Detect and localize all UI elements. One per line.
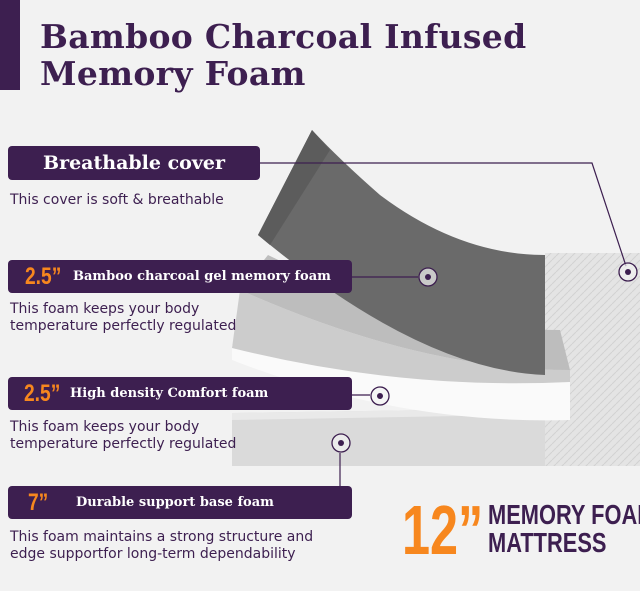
top-foam-layer: [258, 130, 545, 375]
layer-label-comfort-foam: 2.5” High density Comfort foam: [8, 377, 352, 410]
layer-description-comfort-foam: This foam keeps your body temperature per…: [10, 419, 237, 452]
layer-label-memory-foam: 2.5” Bamboo charcoal gel memory foam: [8, 260, 352, 293]
mattress-size: 12”: [402, 491, 484, 569]
accent-strip: [0, 0, 20, 90]
layer-description-cover: This cover is soft & breathable: [10, 192, 224, 208]
layer-label-cover: Breathable cover: [8, 146, 260, 180]
layer-label-base-foam: 7” Durable support base foam: [8, 486, 352, 519]
memory-foam-layer: [232, 290, 570, 384]
layer-description-base-foam: This foam maintains a strong structure a…: [10, 529, 314, 562]
comfort-foam-layer: [232, 345, 570, 421]
base-foam-layer: [232, 408, 570, 466]
mattress-type: MEMORY FOAM MATTRESS: [488, 499, 640, 558]
layer-description-memory-foam: This foam keeps your body temperature per…: [10, 301, 237, 334]
page-title: Bamboo Charcoal Infused Memory Foam: [40, 17, 527, 93]
